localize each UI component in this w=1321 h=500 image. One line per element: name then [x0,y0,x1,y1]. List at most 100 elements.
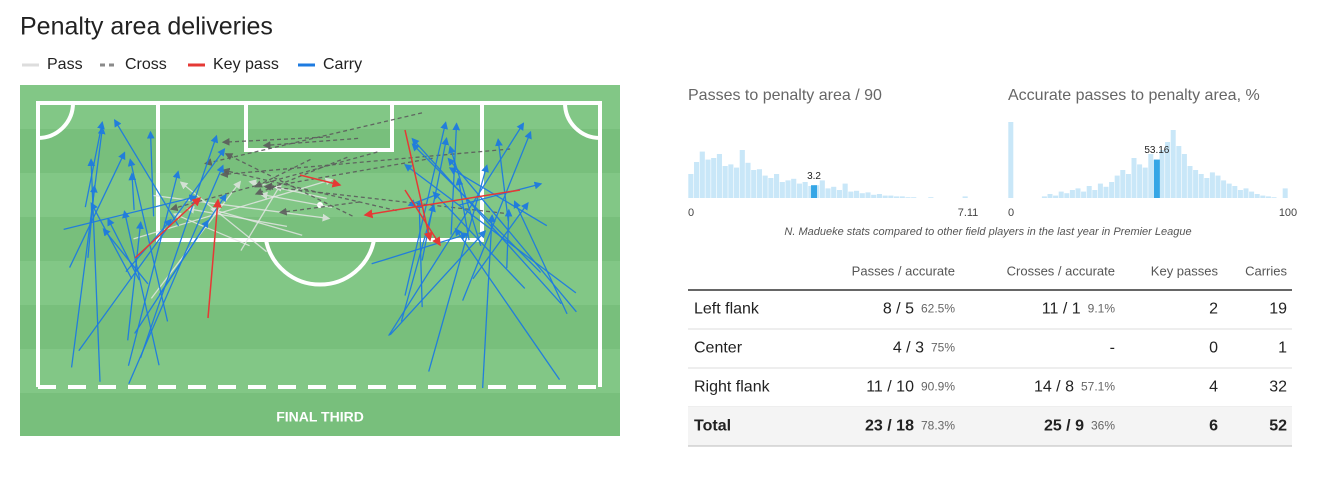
arrow-cross [264,157,433,190]
histogram-bar [911,197,917,198]
histogram-bar [1159,150,1165,198]
histogram-bar [882,195,888,198]
legend-label: Key pass [213,56,279,73]
table-cell: 23 / 18 78.3% [865,418,955,435]
histogram-bar [774,174,780,198]
histogram-bar [1165,142,1171,198]
arrow-carry [70,126,106,368]
histogram-bar [1069,190,1075,198]
arrow-cross [204,112,423,166]
arrow-pass [172,212,250,247]
histogram-bar [888,195,894,198]
histogram-bar [1282,188,1288,198]
pitch-stripe [20,393,620,436]
corner-arc [563,102,601,140]
cell-percent: 36% [1091,419,1115,433]
arrow-carry [400,203,436,322]
histogram-bar [751,170,757,198]
histogram-bar [1058,191,1064,198]
histogram-bar [1081,191,1087,198]
column-header: Key passes [1151,263,1219,278]
histogram-bar [871,194,877,198]
x-tick-label: 0 [1008,207,1014,219]
arrow-carry [128,164,224,385]
histogram-bar [1170,130,1176,198]
arrow-carry [411,137,562,305]
cell-count: 25 / 9 [1044,418,1084,435]
arrow-carry [404,121,448,296]
row-label: Right flank [694,379,771,396]
arrow-carry [448,167,548,227]
histogram-bar [894,196,900,198]
histogram-bar [1114,175,1120,198]
histogram-bar [1237,190,1243,198]
arrow-carry [87,158,101,382]
histogram-bar [1103,186,1109,198]
table-cell: 11 / 1 9.1% [1042,301,1116,318]
histogram-title: Accurate passes to penalty area, % [1008,87,1260,104]
histogram-bar [1198,174,1204,198]
pitch-line [36,101,602,387]
arrow-pass [209,207,303,236]
histogram-bar [905,197,911,198]
arrow-carry [114,118,180,227]
histogram-bar [1176,146,1182,198]
histogram-bar [1215,175,1221,198]
table-cell: 0 [1209,340,1218,357]
arrow-carry [127,158,169,322]
arrow-carry [127,170,181,366]
table-cell: 4 / 3 75% [893,340,955,357]
arrow-carry [122,210,160,366]
arrow-carry [472,201,529,280]
arrow-cross [262,137,359,149]
arrow-carry [481,214,496,389]
arrow-key [207,198,222,319]
table-cell: 2 [1209,301,1218,318]
arrow-cross [221,167,397,212]
table-cell: 4 [1209,379,1218,396]
arrow-carry [428,164,489,372]
histogram-bar [1064,193,1070,198]
histogram-bar [876,194,882,198]
cell-count: 11 / 1 [1042,301,1081,318]
table-cell: 19 [1269,301,1287,318]
histogram-bar [1075,188,1081,198]
arrow-key [363,189,521,219]
arrow-key [404,129,433,242]
histogram-bar [848,191,854,198]
arrow-key [134,196,202,259]
cell-percent: 62.5% [921,302,955,316]
table-cell: 14 / 8 57.1% [1034,379,1115,396]
arrow-carry [128,172,137,210]
histogram-bar [1226,183,1232,198]
histogram-bar [791,178,797,198]
table-cell: 6 [1209,418,1218,435]
histogram-bar [1092,190,1098,198]
histogram-bar [768,178,774,198]
histogram-bar [1209,172,1215,198]
x-tick-label: 0 [688,207,694,219]
arrow-pass [240,182,282,251]
caption: N. Madueke stats compared to other field… [784,226,1191,238]
histogram-bar [722,166,728,198]
legend-label: Cross [125,56,167,73]
arrow-carry [107,217,140,281]
row-label: Left flank [694,301,760,318]
player-value-label: 53.16 [1144,145,1169,156]
histogram-bar [1148,154,1154,198]
arrow-carry [447,157,577,313]
arrow-carry [90,202,133,280]
arrow-cross [220,148,511,178]
histogram-bar [962,196,968,198]
cell-percent: 57.1% [1081,380,1115,394]
arrow-carry [371,232,469,265]
histogram-bar [1053,195,1059,198]
cell-count: 8 / 5 [883,301,914,318]
player-bar [1153,159,1160,198]
arrow-carry [411,143,542,273]
arrow-carry [455,177,470,241]
histogram-bar [842,183,848,198]
histogram-bar [1232,186,1238,198]
arrow-carry [134,219,209,334]
histogram-bar [1120,170,1126,198]
